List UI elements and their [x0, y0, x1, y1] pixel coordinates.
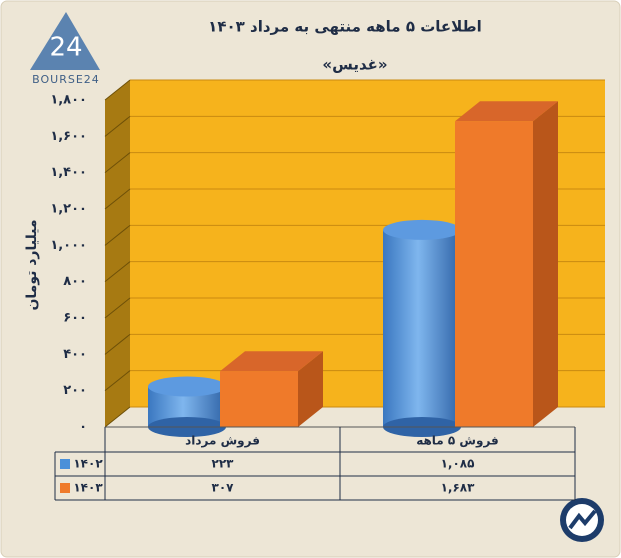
corner-icon	[560, 498, 604, 542]
y-tick-label: ۱,۶۰۰	[50, 129, 87, 144]
side-grid-line	[104, 115, 131, 137]
table-value: ۱,۰۸۵	[441, 457, 475, 471]
y-tick-label: ۴۰۰	[63, 347, 87, 362]
bar-top	[455, 101, 558, 122]
y-tick-label: ۶۰۰	[63, 311, 87, 326]
bar	[383, 229, 461, 427]
y-tick-label: ۱,۰۰۰	[50, 238, 87, 253]
logo-mark: 24	[49, 33, 82, 63]
bar	[220, 371, 298, 427]
y-tick-label: ۰	[79, 420, 87, 435]
side-grid-line	[104, 79, 131, 101]
legend-label: ۱۴۰۲	[73, 457, 103, 471]
side-grid-line	[104, 188, 131, 210]
y-tick-label: ۱,۴۰۰	[50, 165, 87, 180]
table-value: ۱,۶۸۳	[441, 481, 476, 495]
bar-top	[383, 219, 461, 240]
x-tick-label: فروش ۵ ماهه	[416, 434, 499, 449]
side-grid-line	[104, 333, 131, 355]
y-tick-label: ۱,۸۰۰	[50, 93, 87, 108]
chart-title: اطلاعات ۵ ماهه منتهی به مرداد ۱۴۰۳	[208, 18, 482, 36]
side-wall	[105, 80, 130, 427]
legend-label: ۱۴۰۳	[73, 481, 103, 495]
logo-text: BOURSE24	[32, 73, 100, 86]
side-grid-line	[104, 152, 131, 174]
side-grid-line	[104, 406, 131, 428]
legend-swatch	[60, 459, 70, 469]
bar	[455, 121, 533, 427]
bar-top	[220, 351, 323, 372]
legend-swatch	[60, 483, 70, 493]
side-grid-line	[104, 261, 131, 283]
bar-side	[298, 351, 323, 427]
bar-side	[533, 101, 558, 427]
side-grid-line	[104, 224, 131, 246]
table-value: ۲۲۳	[212, 457, 235, 471]
table-value: ۳۰۷	[212, 481, 235, 495]
y-axis-label: میلیارد تومان	[24, 219, 40, 310]
x-tick-label: فروش مرداد	[185, 434, 260, 449]
icon-arrow	[568, 509, 597, 530]
logo: 24 BOURSE24	[30, 12, 100, 86]
y-tick-label: ۱,۲۰۰	[50, 202, 87, 217]
bar-top	[148, 376, 226, 397]
y-tick-label: ۲۰۰	[63, 383, 87, 398]
side-grid-line	[104, 370, 131, 392]
side-grid-line	[104, 297, 131, 319]
logo-shape	[30, 12, 100, 70]
chart-subtitle: «غدیس»	[322, 56, 387, 74]
y-tick-label: ۸۰۰	[63, 274, 87, 289]
